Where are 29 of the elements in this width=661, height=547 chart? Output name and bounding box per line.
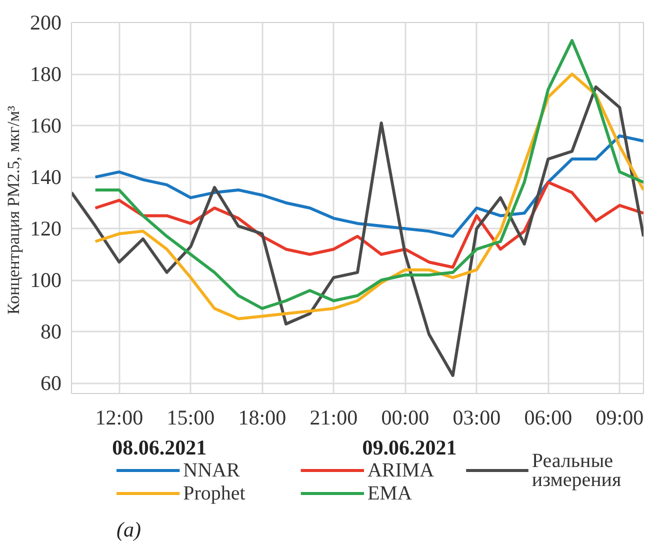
legend-label: Реальные измерения	[532, 450, 622, 491]
x-tick-label: 00:00	[381, 406, 430, 430]
y-axis-title: Концентрация PM2.5, мкг/м³	[4, 106, 23, 314]
line-series	[94, 134, 644, 238]
text: 09.06.2021	[362, 436, 457, 460]
y-tick-label: 100	[30, 268, 62, 292]
y-tick-label: 160	[30, 114, 62, 138]
legend-label: NNAR	[183, 460, 240, 482]
y-tick-label: 200	[30, 10, 62, 34]
x-tick-label: 15:00	[166, 406, 215, 430]
line-series	[94, 39, 644, 310]
text: (a)	[116, 518, 141, 542]
y-tick-label: 80	[40, 320, 62, 344]
x-tick-label: 12:00	[95, 406, 144, 430]
legend-label: ARIMA	[367, 460, 435, 482]
y-tick-label: 180	[30, 62, 62, 86]
y-tick-label: 60	[40, 371, 62, 396]
y-tick-label: 140	[30, 165, 62, 190]
legend-label: Prophet	[183, 482, 246, 504]
y-tick-label: 120	[30, 216, 62, 241]
x-tick-label: 18:00	[238, 406, 286, 430]
x-tick-label: 03:00	[452, 406, 501, 430]
x-tick-label: 09:00	[596, 406, 644, 430]
line-series	[72, 85, 644, 377]
legend-label: EMA	[367, 482, 412, 504]
line-series	[94, 72, 644, 320]
x-tick-label: 21:00	[310, 406, 358, 430]
text: 08.06.2021	[112, 436, 207, 460]
x-tick-label: 06:00	[524, 406, 572, 430]
